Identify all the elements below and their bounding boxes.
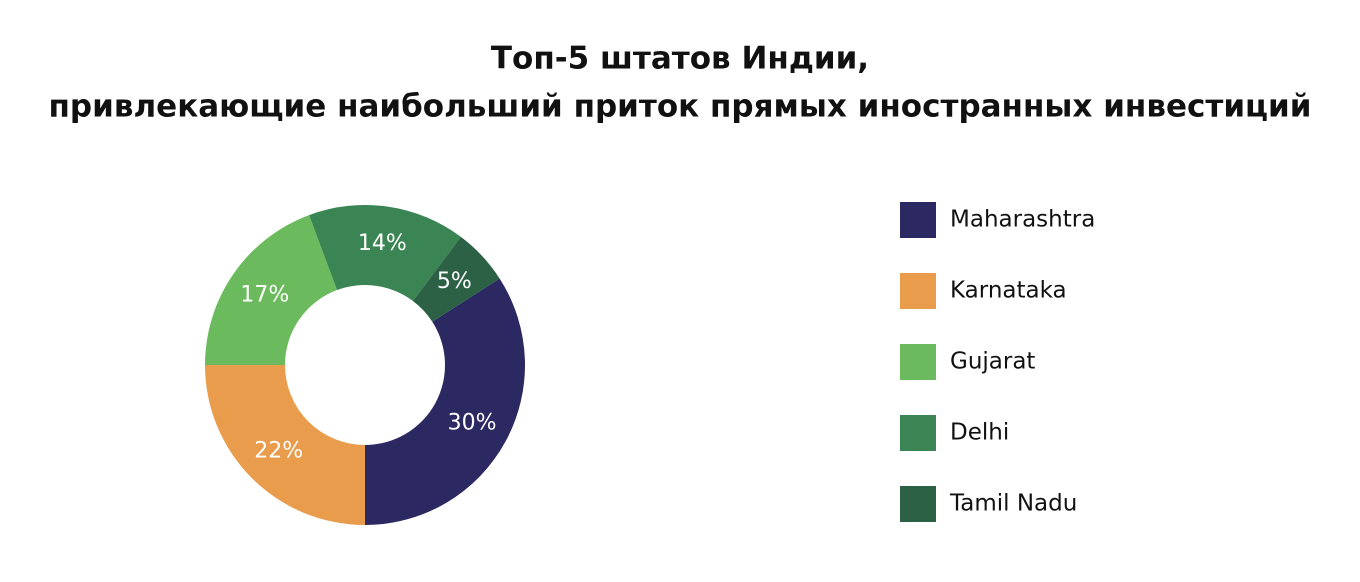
chart-title: Топ-5 штатов Индии, xyxy=(491,41,869,77)
legend-label: Maharashtra xyxy=(950,207,1095,233)
donut-slice xyxy=(412,236,500,322)
data-label: 5% xyxy=(437,269,472,294)
data-label: 30% xyxy=(448,410,497,435)
legend-label: Karnataka xyxy=(950,278,1067,304)
legend-swatch xyxy=(900,273,936,309)
legend-label: Tamil Nadu xyxy=(949,491,1077,517)
data-label: 22% xyxy=(254,438,303,463)
data-label: 17% xyxy=(240,282,289,307)
legend-swatch xyxy=(900,344,936,380)
donut-slice xyxy=(205,365,365,525)
chart-title: привлекающие наибольший приток прямых ин… xyxy=(49,89,1312,125)
donut-slice xyxy=(365,278,525,525)
donut-slice xyxy=(309,205,461,301)
legend-label: Gujarat xyxy=(950,349,1035,375)
legend-label: Delhi xyxy=(950,420,1009,446)
legend-swatch xyxy=(900,202,936,238)
legend-swatch xyxy=(900,415,936,451)
donut-slice xyxy=(205,215,338,365)
legend-swatch xyxy=(900,486,936,522)
data-label: 14% xyxy=(358,231,407,256)
